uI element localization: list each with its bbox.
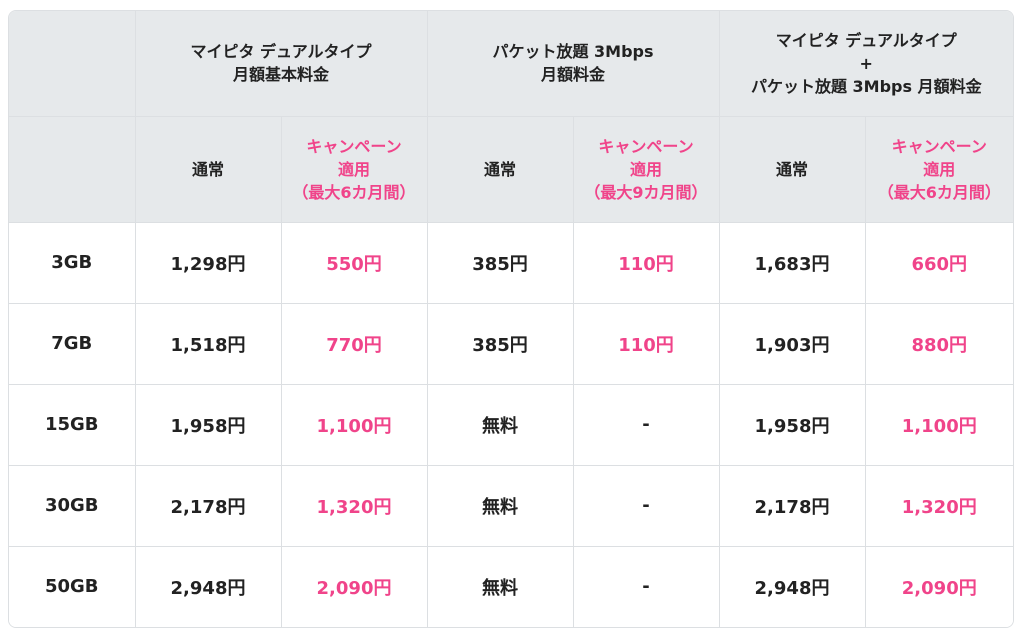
campaign-applied-label: 適用 bbox=[629, 159, 662, 179]
header-total-fee-line3: パケット放題 3Mbps 月額料金 bbox=[750, 76, 982, 96]
header-total-fee: マイピタ デュアルタイプ + パケット放題 3Mbps 月額料金 bbox=[719, 11, 1013, 117]
packet-campaign-cell: - bbox=[573, 384, 720, 466]
campaign-label: キャンペーン bbox=[891, 136, 987, 156]
pricing-table: マイピタ デュアルタイプ 月額基本料金 パケット放題 3Mbps 月額料金 マイ… bbox=[9, 11, 1013, 627]
total-regular-cell: 1,683円 bbox=[719, 222, 866, 304]
header-base-fee-line2: 月額基本料金 bbox=[232, 65, 329, 85]
base-campaign-cell: 770円 bbox=[281, 303, 428, 385]
packet-regular-cell: 無料 bbox=[427, 546, 574, 627]
plan-cell: 7GB bbox=[9, 303, 136, 385]
subheader-regular: 通常 bbox=[135, 116, 282, 223]
campaign-duration-label: （最大6カ月間） bbox=[292, 182, 416, 202]
header-packet-fee: パケット放題 3Mbps 月額料金 bbox=[427, 11, 720, 117]
pricing-table-container: マイピタ デュアルタイプ 月額基本料金 パケット放題 3Mbps 月額料金 マイ… bbox=[8, 10, 1014, 628]
total-campaign-cell: 660円 bbox=[865, 222, 1013, 304]
table-row: 50GB 2,948円 2,090円 無料 - 2,948円 2,090円 bbox=[9, 546, 1013, 627]
packet-regular-cell: 385円 bbox=[427, 222, 574, 304]
packet-campaign-cell: - bbox=[573, 465, 720, 547]
total-regular-cell: 1,903円 bbox=[719, 303, 866, 385]
header-total-fee-line1: マイピタ デュアルタイプ bbox=[775, 30, 957, 50]
subheader-regular: 通常 bbox=[719, 116, 866, 223]
packet-campaign-cell: 110円 bbox=[573, 222, 720, 304]
header-packet-fee-line1: パケット放題 3Mbps bbox=[492, 42, 654, 62]
base-regular-cell: 2,178円 bbox=[135, 465, 282, 547]
base-regular-cell: 1,298円 bbox=[135, 222, 282, 304]
header-plan-cell bbox=[9, 116, 136, 223]
campaign-applied-label: 適用 bbox=[923, 159, 956, 179]
total-campaign-cell: 880円 bbox=[865, 303, 1013, 385]
table-row: 30GB 2,178円 1,320円 無料 - 2,178円 1,320円 bbox=[9, 465, 1013, 547]
header-total-fee-plus: + bbox=[859, 53, 873, 73]
plan-cell: 15GB bbox=[9, 384, 136, 466]
base-regular-cell: 1,958円 bbox=[135, 384, 282, 466]
header-corner-cell bbox=[9, 11, 136, 117]
campaign-label: キャンペーン bbox=[598, 136, 694, 156]
packet-regular-cell: 385円 bbox=[427, 303, 574, 385]
total-regular-cell: 2,178円 bbox=[719, 465, 866, 547]
campaign-duration-label: （最大6カ月間） bbox=[877, 182, 1001, 202]
header-row-subcolumns: 通常 キャンペーン 適用 （最大6カ月間） 通常 キャンペーン 適用 （最大9カ… bbox=[9, 116, 1013, 223]
table-row: 15GB 1,958円 1,100円 無料 - 1,958円 1,100円 bbox=[9, 384, 1013, 466]
campaign-duration-label: （最大9カ月間） bbox=[584, 182, 708, 202]
total-campaign-cell: 2,090円 bbox=[865, 546, 1013, 627]
base-campaign-cell: 550円 bbox=[281, 222, 428, 304]
subheader-campaign-9months: キャンペーン 適用 （最大9カ月間） bbox=[573, 116, 720, 223]
campaign-applied-label: 適用 bbox=[337, 159, 370, 179]
total-regular-cell: 2,948円 bbox=[719, 546, 866, 627]
header-packet-fee-line2: 月額料金 bbox=[540, 65, 605, 85]
subheader-regular: 通常 bbox=[427, 116, 574, 223]
base-campaign-cell: 1,320円 bbox=[281, 465, 428, 547]
plan-cell: 30GB bbox=[9, 465, 136, 547]
campaign-label: キャンペーン bbox=[306, 136, 402, 156]
total-regular-cell: 1,958円 bbox=[719, 384, 866, 466]
subheader-campaign-6months: キャンペーン 適用 （最大6カ月間） bbox=[865, 116, 1013, 223]
table-row: 3GB 1,298円 550円 385円 110円 1,683円 660円 bbox=[9, 222, 1013, 304]
header-row-groups: マイピタ デュアルタイプ 月額基本料金 パケット放題 3Mbps 月額料金 マイ… bbox=[9, 11, 1013, 117]
base-campaign-cell: 1,100円 bbox=[281, 384, 428, 466]
packet-regular-cell: 無料 bbox=[427, 384, 574, 466]
header-base-fee-line1: マイピタ デュアルタイプ bbox=[190, 42, 372, 62]
packet-campaign-cell: 110円 bbox=[573, 303, 720, 385]
base-regular-cell: 1,518円 bbox=[135, 303, 282, 385]
plan-cell: 3GB bbox=[9, 222, 136, 304]
plan-cell: 50GB bbox=[9, 546, 136, 627]
base-regular-cell: 2,948円 bbox=[135, 546, 282, 627]
base-campaign-cell: 2,090円 bbox=[281, 546, 428, 627]
packet-campaign-cell: - bbox=[573, 546, 720, 627]
subheader-campaign-6months: キャンペーン 適用 （最大6カ月間） bbox=[281, 116, 428, 223]
header-base-fee: マイピタ デュアルタイプ 月額基本料金 bbox=[135, 11, 428, 117]
total-campaign-cell: 1,320円 bbox=[865, 465, 1013, 547]
packet-regular-cell: 無料 bbox=[427, 465, 574, 547]
total-campaign-cell: 1,100円 bbox=[865, 384, 1013, 466]
table-row: 7GB 1,518円 770円 385円 110円 1,903円 880円 bbox=[9, 303, 1013, 385]
